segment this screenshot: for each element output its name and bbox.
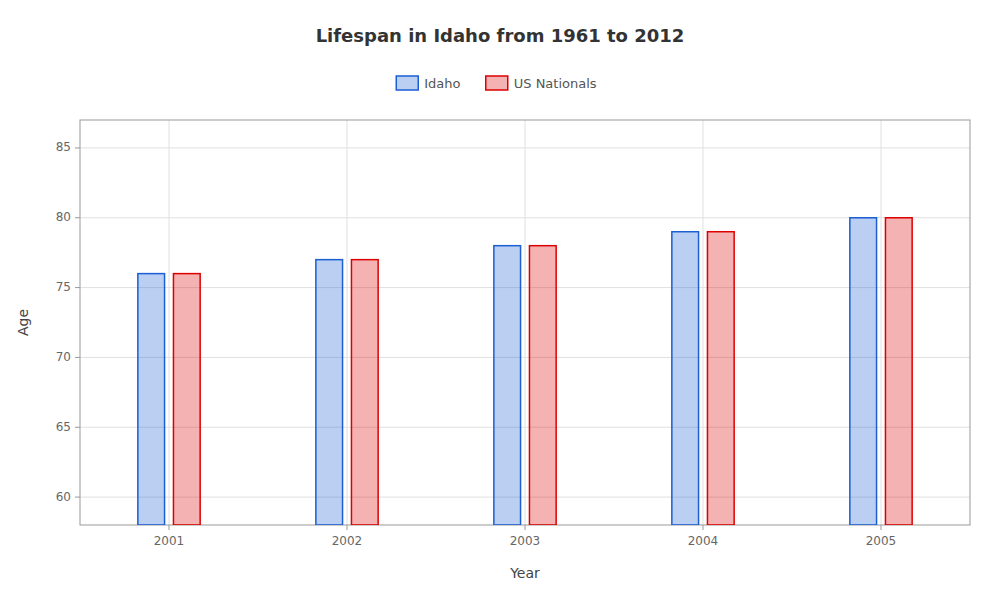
tick-x — [881, 525, 882, 530]
y-axis-label: Age — [15, 309, 31, 336]
grid-line-x — [347, 120, 348, 525]
bar — [885, 218, 912, 525]
grid-line-x — [525, 120, 526, 525]
tick-label-y: 75 — [56, 280, 71, 294]
tick-x — [347, 525, 348, 530]
bar — [138, 274, 165, 525]
legend-swatch — [486, 76, 508, 90]
tick-label-x: 2003 — [510, 534, 541, 548]
chart: 60 65 70 75 80 85 2001 2002 2003 2004 2005 Year Age L… — [0, 0, 1000, 600]
grid-line-x — [703, 120, 704, 525]
legend-label: US Nationals — [514, 76, 597, 91]
bar — [173, 274, 200, 525]
bar — [672, 232, 699, 525]
tick-label-y: 65 — [56, 420, 71, 434]
tick-x — [525, 525, 526, 530]
bar — [707, 232, 734, 525]
tick-y — [75, 217, 80, 218]
grid — [80, 120, 970, 525]
bar — [529, 246, 556, 525]
tick-y — [75, 427, 80, 428]
tick-y — [75, 357, 80, 358]
tick-label-y: 60 — [56, 490, 71, 504]
tick-y — [75, 147, 80, 148]
bar — [850, 218, 877, 525]
tick-label-x: 2004 — [688, 534, 719, 548]
grid-line-x — [881, 120, 882, 525]
bar — [494, 246, 521, 525]
tick-label-y: 80 — [56, 210, 71, 224]
legend-item: Idaho — [396, 76, 460, 91]
tick-label-x: 2001 — [154, 534, 185, 548]
legend-swatch — [396, 76, 418, 90]
tick-y — [75, 497, 80, 498]
x-axis-label: Year — [509, 565, 540, 581]
plot-frame — [80, 120, 970, 525]
bars — [138, 218, 912, 525]
tick-label-x: 2002 — [332, 534, 363, 548]
axes: 60 65 70 75 80 85 2001 2002 2003 2004 2005 — [56, 140, 897, 548]
grid-line-x — [169, 120, 170, 525]
tick-x — [703, 525, 704, 530]
tick-x — [169, 525, 170, 530]
bar — [316, 260, 343, 525]
legend-label: Idaho — [424, 76, 460, 91]
title: Lifespan in Idaho from 1961 to 2012 — [316, 25, 685, 46]
tick-label-y: 85 — [56, 140, 71, 154]
tick-label-y: 70 — [56, 350, 71, 364]
tick-label-x: 2005 — [866, 534, 897, 548]
bar — [351, 260, 378, 525]
legend-item: US Nationals — [486, 76, 597, 91]
legend: Idaho US Nationals — [396, 76, 597, 91]
tick-y — [75, 287, 80, 288]
